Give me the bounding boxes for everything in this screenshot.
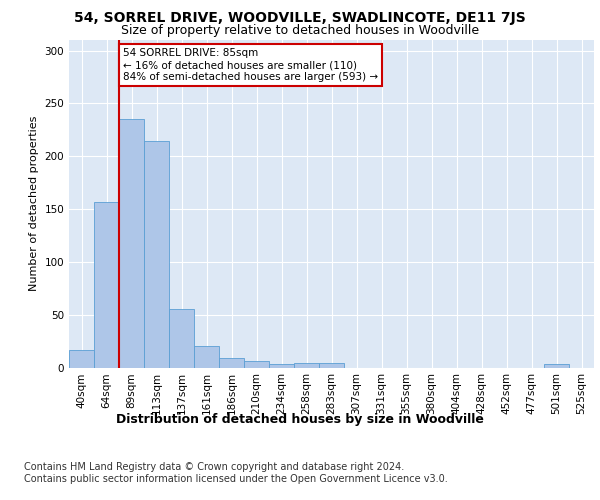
Bar — [194, 346, 219, 368]
Bar — [219, 358, 244, 368]
Text: 54, SORREL DRIVE, WOODVILLE, SWADLINCOTE, DE11 7JS: 54, SORREL DRIVE, WOODVILLE, SWADLINCOTE… — [74, 11, 526, 25]
Text: Contains HM Land Registry data © Crown copyright and database right 2024.
Contai: Contains HM Land Registry data © Crown c… — [24, 462, 448, 484]
Bar — [294, 364, 319, 368]
Bar — [169, 310, 194, 368]
Text: Distribution of detached houses by size in Woodville: Distribution of detached houses by size … — [116, 412, 484, 426]
Bar — [544, 364, 569, 368]
Bar — [244, 361, 269, 368]
Bar — [119, 119, 144, 368]
Bar — [144, 142, 169, 368]
Bar — [269, 364, 294, 368]
Text: 54 SORREL DRIVE: 85sqm
← 16% of detached houses are smaller (110)
84% of semi-de: 54 SORREL DRIVE: 85sqm ← 16% of detached… — [123, 48, 378, 82]
Bar — [69, 350, 94, 368]
Text: Size of property relative to detached houses in Woodville: Size of property relative to detached ho… — [121, 24, 479, 37]
Bar — [94, 202, 119, 368]
Bar — [319, 364, 344, 368]
Y-axis label: Number of detached properties: Number of detached properties — [29, 116, 39, 292]
